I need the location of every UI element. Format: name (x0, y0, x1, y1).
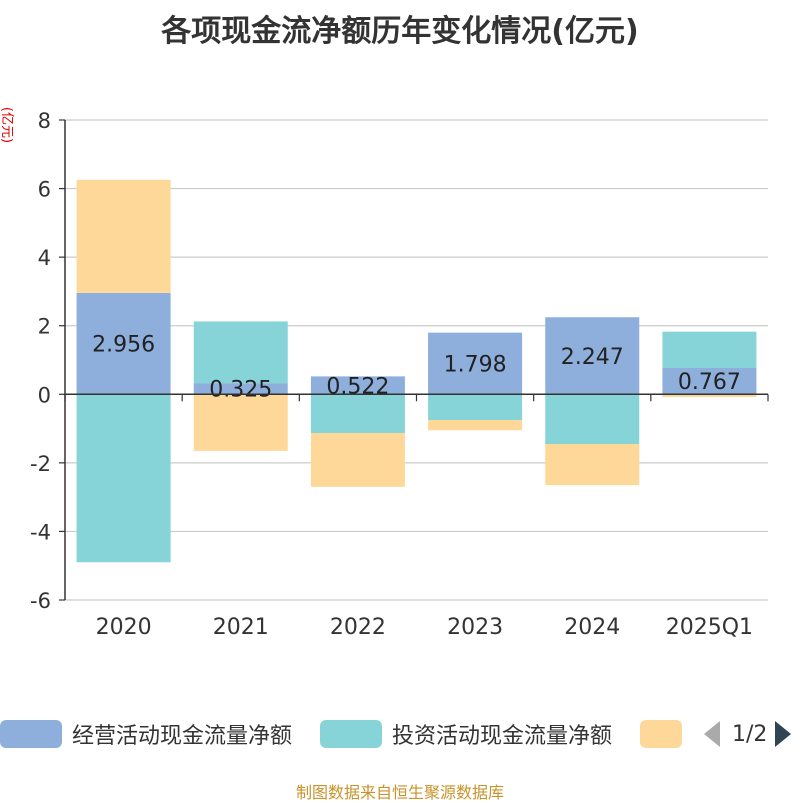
y-tick-label: -6 (30, 589, 51, 613)
y-tick-label: 2 (38, 315, 51, 339)
x-tick-label: 2025Q1 (666, 615, 753, 640)
y-tick-label: -4 (30, 520, 51, 544)
x-tick-label: 2022 (330, 615, 386, 640)
bar-series-0 (76, 292, 171, 395)
bar-data-label: 0.522 (326, 374, 389, 399)
legend-swatch-financing (640, 720, 682, 748)
bar-series-1 (193, 321, 288, 384)
legend-page-indicator: 1/2 (732, 721, 768, 747)
x-tick-label: 2024 (564, 615, 620, 640)
bar-series-1 (76, 394, 171, 563)
y-tick-label: 6 (38, 178, 51, 202)
bar-series-1 (310, 394, 405, 434)
legend-swatch-investing (320, 720, 382, 748)
bar-series-1 (662, 331, 757, 368)
legend-label-operating: 经营活动现金流量净额 (72, 724, 293, 749)
bar-data-label: 1.798 (444, 352, 507, 377)
bar-series-1 (428, 394, 523, 420)
bar-data-label: 2.956 (92, 333, 155, 358)
data-source-footer: 制图数据来自恒生聚源数据库 (295, 783, 504, 802)
bar-series-2 (193, 394, 288, 451)
legend-pager: 1/2 (700, 717, 800, 751)
bar-series-2 (310, 433, 405, 487)
x-tick-label: 2021 (213, 615, 269, 640)
legend-label-investing: 投资活动现金流量净额 (392, 724, 613, 749)
legend-swatch-operating (0, 720, 62, 748)
bar-series-2 (662, 394, 757, 398)
bar-data-label: 2.247 (561, 345, 624, 370)
x-tick-label: 2020 (96, 615, 152, 640)
legend-item-operating[interactable]: 经营活动现金流量净额 (0, 717, 292, 751)
y-tick-label: 0 (38, 383, 51, 407)
bar-series-0 (310, 376, 405, 395)
x-tick-label: 2023 (447, 615, 503, 640)
bar-series-0 (545, 317, 640, 395)
legend-item-investing[interactable]: 投资活动现金流量净额 (320, 717, 612, 751)
y-tick-label: -2 (30, 452, 51, 476)
chart-title: 各项现金流净额历年变化情况(亿元) (161, 14, 639, 49)
bar-series-0 (193, 383, 288, 395)
y-tick-label: 4 (38, 246, 51, 270)
bar-series-2 (545, 444, 640, 486)
legend: 经营活动现金流量净额 投资活动现金流量净额 (0, 717, 800, 751)
stacked-bar-chart: 8 6 4 2 0 -2 -4 -6 2.956 0.325 0.522 1.798 2.247 0.76… (30, 109, 769, 640)
legend-next-page-icon[interactable] (775, 721, 792, 747)
bar-data-label: 0.767 (678, 370, 741, 395)
bar-data-label: 0.325 (209, 378, 272, 403)
legend-item-financing[interactable] (640, 717, 682, 751)
bar-series-0 (662, 367, 757, 395)
bar-series-2 (428, 420, 523, 431)
bar-series-0 (428, 332, 523, 395)
bar-series-1 (545, 394, 640, 444)
legend-prev-page-icon[interactable] (704, 721, 720, 747)
bar-series-2 (76, 179, 171, 293)
y-tick-label: 8 (38, 109, 51, 133)
